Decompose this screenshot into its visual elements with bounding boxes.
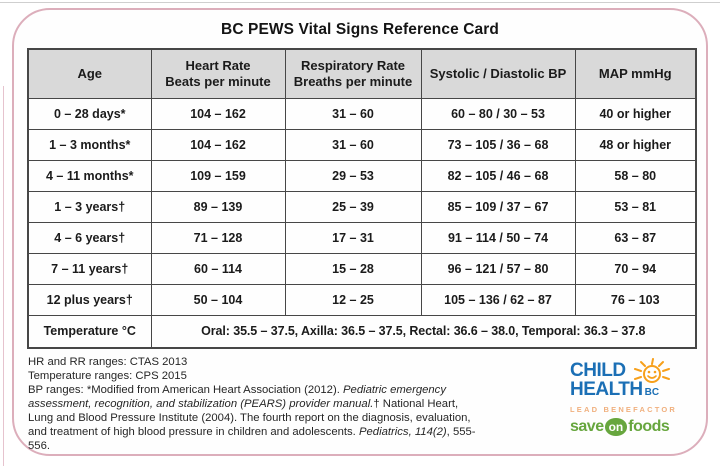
logo-bc-text: BC: [644, 387, 660, 398]
age-cell: 12 plus years†: [27, 283, 152, 316]
rr-cell: 12 – 25: [284, 283, 422, 316]
header-rr-line2: Breaths per minute: [293, 73, 413, 89]
adjacent-card-edge-line: [3, 86, 4, 466]
table-row: 4 – 11 months* 109 – 159 29 – 53 82 – 10…: [27, 159, 697, 192]
bp-cell: 105 – 136 / 62 – 87: [420, 283, 576, 316]
page-title: BC PEWS Vital Signs Reference Card: [221, 21, 499, 38]
sponsor-save-text: save: [570, 418, 604, 435]
table-header-row: Age Heart Rate Beats per minute Respirat…: [27, 48, 697, 99]
table-row: 12 plus years† 50 – 104 12 – 25 105 – 13…: [27, 283, 697, 316]
bp-cell: 73 – 105 / 36 – 68: [420, 128, 576, 161]
reference-card: BC PEWS Vital Signs Reference Card Age H…: [12, 8, 708, 456]
footnote-temperature: Temperature ranges: CPS 2015: [28, 370, 187, 382]
footnote-bp-seg-italic: Pediatrics, 114(2): [358, 426, 447, 438]
bp-cell: 82 – 105 / 46 – 68: [420, 159, 576, 192]
temperature-row: Temperature °C Oral: 35.5 – 37.5, Axilla…: [27, 314, 697, 349]
hr-cell: 71 – 128: [150, 221, 286, 254]
sponsor-on-badge: on: [604, 418, 628, 436]
map-cell: 63 – 87: [574, 221, 697, 254]
rr-cell: 31 – 60: [284, 128, 422, 161]
footnote-bp-seg: , 555-556.: [28, 426, 476, 452]
bp-cell: 85 – 109 / 37 – 67: [420, 190, 576, 223]
header-age: Age: [27, 48, 152, 99]
rr-cell: 17 – 31: [284, 221, 422, 254]
bp-cell: 91 – 114 / 50 – 74: [420, 221, 576, 254]
hr-cell: 89 – 139: [150, 190, 286, 223]
footnote-bp: BP ranges: *Modified from American Heart…: [28, 383, 483, 453]
age-cell: 4 – 11 months*: [27, 159, 152, 192]
header-bp-label: Systolic / Diastolic BP: [429, 65, 567, 81]
footnote-bp-seg: † National Heart, Lung and Blood Pressur…: [28, 398, 471, 438]
header-map-label: MAP mmHg: [598, 65, 672, 81]
age-cell: 1 – 3 months*: [27, 128, 152, 161]
header-bp: Systolic / Diastolic BP: [420, 48, 576, 99]
rr-cell: 25 – 39: [284, 190, 422, 223]
map-cell: 58 – 80: [574, 159, 697, 192]
logo-child-text: CHILD: [570, 360, 626, 381]
table-row: 1 – 3 years† 89 – 139 25 – 39 85 – 109 /…: [27, 190, 697, 223]
age-cell: 0 – 28 days*: [27, 97, 152, 130]
header-age-label: Age: [77, 65, 103, 81]
header-map: MAP mmHg: [574, 48, 697, 99]
map-cell: 40 or higher: [574, 97, 697, 130]
hr-cell: 104 – 162: [150, 97, 286, 130]
hr-cell: 104 – 162: [150, 128, 286, 161]
footnotes: HR and RR ranges: CTAS 2013 Temperature …: [28, 355, 483, 453]
rr-cell: 31 – 60: [284, 97, 422, 130]
header-hr-line1: Heart Rate: [185, 58, 251, 74]
hr-cell: 60 – 114: [150, 252, 286, 285]
rr-cell: 29 – 53: [284, 159, 422, 192]
rr-cell: 15 – 28: [284, 252, 422, 285]
sponsor-foods-text: foods: [628, 418, 670, 435]
hr-cell: 109 – 159: [150, 159, 286, 192]
temperature-values-cell: Oral: 35.5 – 37.5, Axilla: 36.5 – 37.5, …: [150, 314, 697, 349]
logo-health-text: HEALTH: [570, 379, 643, 400]
footnote-bp-seg: BP ranges: *Modified from American Heart…: [28, 384, 343, 396]
table-row: 0 – 28 days* 104 – 162 31 – 60 60 – 80 /…: [27, 97, 697, 130]
table-row: 1 – 3 months* 104 – 162 31 – 60 73 – 105…: [27, 128, 697, 161]
lead-benefactor-label: LEAD BENEFACTOR: [570, 405, 678, 414]
bp-cell: 60 – 80 / 30 – 53: [420, 97, 576, 130]
header-respiratory-rate: Respiratory Rate Breaths per minute: [284, 48, 422, 99]
map-cell: 70 – 94: [574, 252, 697, 285]
header-heart-rate: Heart Rate Beats per minute: [150, 48, 286, 99]
age-cell: 7 – 11 years†: [27, 252, 152, 285]
header-hr-line2: Beats per minute: [165, 73, 271, 89]
header-rr-line1: Respiratory Rate: [300, 58, 406, 74]
vital-signs-table: Age Heart Rate Beats per minute Respirat…: [27, 48, 697, 349]
table-row: 7 – 11 years† 60 – 114 15 – 28 96 – 121 …: [27, 252, 697, 285]
temperature-label-cell: Temperature °C: [27, 314, 152, 349]
save-on-foods-logo: save on foods: [570, 418, 688, 436]
bp-cell: 96 – 121 / 57 – 80: [420, 252, 576, 285]
map-cell: 76 – 103: [574, 283, 697, 316]
map-cell: 48 or higher: [574, 128, 697, 161]
hr-cell: 50 – 104: [150, 283, 286, 316]
age-cell: 1 – 3 years†: [27, 190, 152, 223]
map-cell: 53 – 81: [574, 190, 697, 223]
page-edge-line: [0, 2, 720, 3]
footnote-hr-rr: HR and RR ranges: CTAS 2013: [28, 356, 188, 368]
table-row: 4 – 6 years† 71 – 128 17 – 31 91 – 114 /…: [27, 221, 697, 254]
logo-line1: CHILD: [570, 358, 688, 383]
age-cell: 4 – 6 years†: [27, 221, 152, 254]
logo-line2: HEALTH BC: [570, 379, 688, 400]
footnote-bp-seg-italic: Pediatric emergency assessment, recognit…: [28, 384, 446, 410]
child-health-bc-logo: CHILD: [570, 358, 688, 436]
sun-icon: [632, 358, 672, 393]
